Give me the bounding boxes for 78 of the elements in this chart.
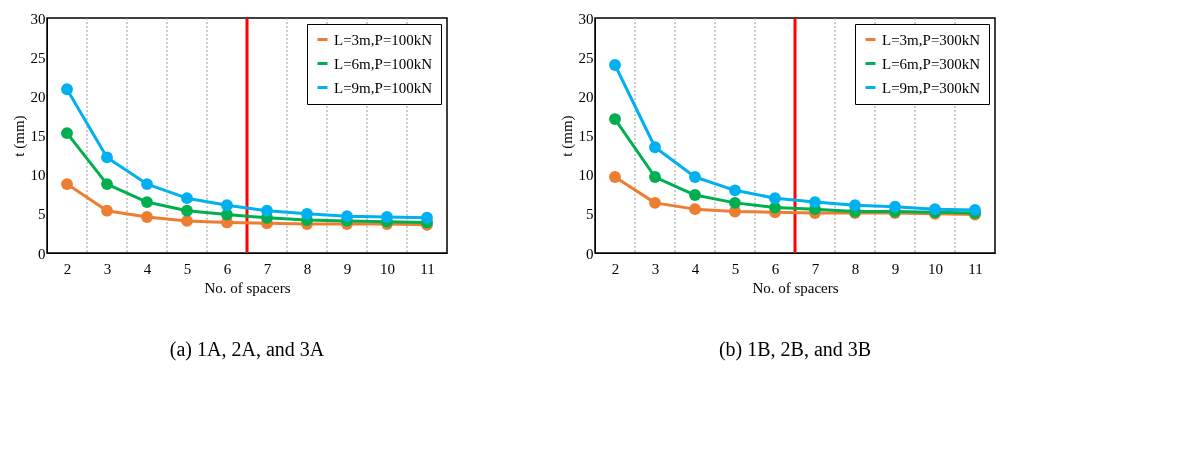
point xyxy=(849,199,861,212)
x-tick-label: 6 xyxy=(223,260,232,277)
legend-label: L=3m,P=100kN xyxy=(334,31,433,48)
legend-label: L=9m,P=300kN xyxy=(882,79,981,96)
point xyxy=(609,113,621,125)
x-tick-label: 2 xyxy=(611,260,620,277)
y-tick-label: 20 xyxy=(30,88,46,105)
y-axis-title: t (mm) xyxy=(10,115,28,157)
point xyxy=(889,200,901,213)
legend-label: L=6m,P=100kN xyxy=(334,55,433,72)
y-tick-label: 15 xyxy=(578,128,594,144)
x-tick-label: 2 xyxy=(63,260,72,277)
point xyxy=(301,207,313,220)
y-tick-label: 10 xyxy=(578,167,594,184)
x-tick-label: 5 xyxy=(183,260,192,277)
x-axis-title: No. of spacers xyxy=(752,279,839,296)
point xyxy=(341,210,353,223)
point xyxy=(141,211,153,223)
point xyxy=(689,189,701,201)
point xyxy=(101,178,113,190)
x-tick-label: 5 xyxy=(731,260,740,277)
point xyxy=(101,151,113,164)
point xyxy=(609,59,621,71)
point xyxy=(101,204,113,217)
text: (b) 1B, 2B, and 3B xyxy=(718,338,872,361)
x-tick-label: 6 xyxy=(771,260,780,277)
x-tick-label: 7 xyxy=(811,260,820,277)
point xyxy=(609,171,621,183)
point xyxy=(181,192,193,205)
x-tick-label: 8 xyxy=(303,260,312,277)
legend-label: L=3m,P=300kN xyxy=(882,31,981,48)
point xyxy=(649,141,661,154)
x-tick-label: 10 xyxy=(928,260,943,277)
x-tick-label: 11 xyxy=(968,260,983,277)
y-tick-label: 10 xyxy=(30,167,46,184)
y-tick-label: 25 xyxy=(30,49,46,66)
point xyxy=(381,211,393,223)
point xyxy=(769,192,781,205)
x-tick-label: 9 xyxy=(891,260,900,277)
point xyxy=(141,196,153,208)
point xyxy=(61,83,73,96)
x-tick-label: 11 xyxy=(420,260,435,277)
legend-label: L=9m,P=100kN xyxy=(334,79,433,96)
y-tick-label: 25 xyxy=(578,49,594,66)
point xyxy=(729,196,741,209)
point xyxy=(221,199,233,212)
x-tick-label: 8 xyxy=(851,260,860,277)
x-tick-label: 4 xyxy=(143,260,152,277)
point xyxy=(421,211,433,224)
point xyxy=(809,196,821,208)
legend-label: L=6m,P=300kN xyxy=(882,55,981,72)
x-tick-label: 3 xyxy=(103,260,112,277)
point xyxy=(181,204,193,217)
y-tick-label: 15 xyxy=(30,128,46,144)
x-tick-label: 10 xyxy=(380,260,395,277)
point xyxy=(649,171,661,183)
x-tick-label: 9 xyxy=(343,260,352,277)
y-tick-label: 30 xyxy=(30,10,46,27)
y-tick-label: 0 xyxy=(38,245,46,262)
text: (a) 1A, 2A, and 3A xyxy=(169,338,325,361)
point xyxy=(729,184,741,197)
y-tick-label: 5 xyxy=(38,206,46,223)
x-tick-label: 4 xyxy=(691,260,700,277)
y-tick-label: 20 xyxy=(578,88,594,105)
point xyxy=(689,203,701,216)
point xyxy=(61,127,73,140)
y-tick-label: 0 xyxy=(586,245,594,262)
point xyxy=(141,178,153,190)
y-tick-label: 30 xyxy=(578,10,594,27)
point xyxy=(261,204,273,217)
x-tick-label: 3 xyxy=(651,260,660,277)
x-axis-title: No. of spacers xyxy=(204,279,291,296)
y-axis-title: t (mm) xyxy=(558,115,576,157)
y-tick-label: 5 xyxy=(586,206,594,223)
x-tick-label: 7 xyxy=(263,260,272,277)
point xyxy=(649,196,661,209)
point xyxy=(689,171,701,183)
point xyxy=(61,178,73,190)
